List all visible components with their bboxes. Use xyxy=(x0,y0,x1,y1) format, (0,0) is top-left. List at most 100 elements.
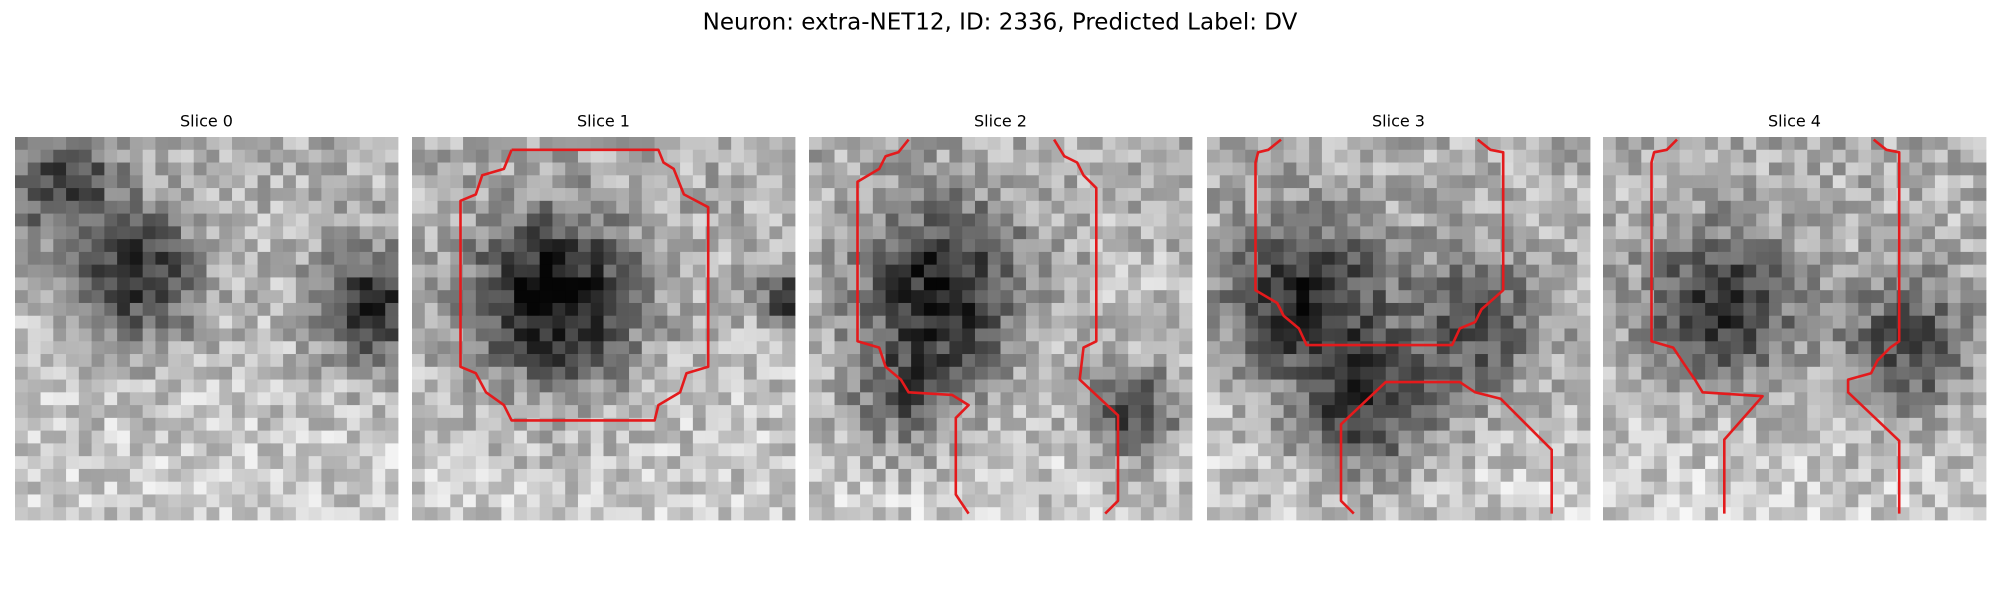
pixel xyxy=(257,405,271,419)
pixel xyxy=(821,213,835,227)
pixel xyxy=(1219,188,1233,202)
pixel xyxy=(155,494,169,508)
pixel xyxy=(1232,213,1246,227)
pixel xyxy=(1858,137,1872,151)
pixel xyxy=(1051,392,1065,406)
pixel xyxy=(346,507,361,521)
pixel xyxy=(1372,213,1387,227)
pixel xyxy=(526,328,541,342)
pixel xyxy=(1232,481,1246,495)
pixel xyxy=(1140,405,1155,419)
pixel xyxy=(1411,468,1425,483)
pixel xyxy=(1577,162,1591,176)
pixel xyxy=(1064,430,1078,444)
pixel xyxy=(1309,188,1323,202)
pixel xyxy=(1347,200,1361,214)
pixel xyxy=(1654,239,1668,253)
pixel xyxy=(809,354,823,368)
pixel xyxy=(705,456,719,470)
pixel xyxy=(1128,264,1142,278)
pixel xyxy=(372,379,386,393)
pixel xyxy=(1577,354,1591,368)
pixel xyxy=(168,277,182,291)
pixel xyxy=(1296,226,1310,240)
pixel xyxy=(1475,354,1489,368)
pixel xyxy=(821,430,835,444)
pixel xyxy=(847,456,861,470)
pixel xyxy=(1934,213,1949,227)
pixel xyxy=(692,468,707,483)
pixel xyxy=(129,315,144,329)
pixel xyxy=(1934,405,1949,419)
pixel xyxy=(1743,290,1757,304)
pixel xyxy=(53,366,67,380)
pixel xyxy=(962,213,976,227)
pixel xyxy=(1038,277,1052,291)
pixel xyxy=(1781,264,1795,278)
pixel xyxy=(66,354,80,368)
pixel xyxy=(283,137,297,151)
pixel xyxy=(463,405,477,419)
pixel xyxy=(232,328,246,342)
pixel xyxy=(450,468,464,483)
pixel xyxy=(692,430,707,444)
pixel xyxy=(475,405,489,419)
pixel xyxy=(809,456,823,470)
pixel xyxy=(1705,341,1719,355)
pixel xyxy=(488,226,502,240)
pixel xyxy=(1705,379,1719,393)
pixel xyxy=(1000,137,1014,151)
pixel xyxy=(974,188,989,202)
pixel xyxy=(1717,328,1732,342)
pixel xyxy=(1128,149,1142,163)
pixel xyxy=(1347,251,1361,266)
pixel xyxy=(1615,175,1629,189)
pixel xyxy=(232,200,246,214)
pixel xyxy=(1038,162,1052,176)
pixel xyxy=(1909,405,1923,419)
pixel xyxy=(40,366,54,380)
pixel xyxy=(321,188,335,202)
pixel xyxy=(1219,481,1233,495)
pixel xyxy=(372,200,386,214)
pixel xyxy=(1232,507,1246,521)
pixel xyxy=(193,430,207,444)
pixel xyxy=(1064,341,1078,355)
pixel xyxy=(1411,290,1425,304)
pixel xyxy=(372,366,386,380)
pixel xyxy=(1603,302,1617,317)
pixel xyxy=(1679,392,1693,406)
pixel xyxy=(1820,456,1834,470)
pixel xyxy=(1756,392,1770,406)
pixel xyxy=(1577,443,1591,457)
pixel xyxy=(552,405,566,419)
pixel xyxy=(295,149,310,163)
pixel xyxy=(1973,417,1987,432)
pixel xyxy=(155,137,169,151)
pixel xyxy=(769,341,783,355)
pixel xyxy=(66,277,80,291)
pixel xyxy=(91,328,105,342)
pixel xyxy=(372,175,386,189)
pixel xyxy=(1794,302,1808,317)
pixel xyxy=(270,417,284,432)
pixel xyxy=(1258,175,1272,189)
pixel xyxy=(743,200,758,214)
pixel xyxy=(565,290,579,304)
pixel xyxy=(641,405,655,419)
pixel xyxy=(872,213,886,227)
pixel xyxy=(769,162,783,176)
pixel xyxy=(872,481,886,495)
pixel xyxy=(1603,507,1617,521)
pixel xyxy=(321,264,335,278)
pixel xyxy=(1372,481,1387,495)
pixel xyxy=(1270,188,1284,202)
pixel xyxy=(501,137,515,151)
pixel xyxy=(1166,162,1180,176)
pixel xyxy=(1321,456,1336,470)
pixel xyxy=(898,354,912,368)
pixel xyxy=(488,366,502,380)
pixel xyxy=(1947,239,1961,253)
pixel xyxy=(1807,251,1821,266)
pixel xyxy=(667,200,681,214)
